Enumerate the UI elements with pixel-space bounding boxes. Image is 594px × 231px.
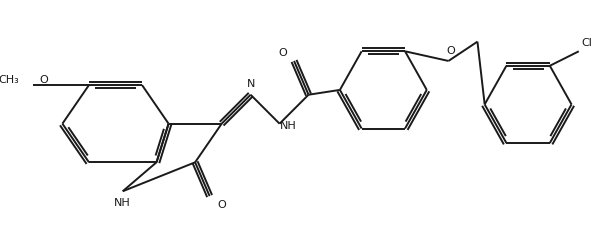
Text: O: O bbox=[39, 74, 48, 85]
Text: NH: NH bbox=[280, 120, 296, 130]
Text: O: O bbox=[447, 46, 455, 55]
Text: N: N bbox=[247, 79, 255, 89]
Text: CH₃: CH₃ bbox=[0, 74, 19, 85]
Text: Cl: Cl bbox=[581, 38, 592, 48]
Text: O: O bbox=[278, 48, 287, 58]
Text: NH: NH bbox=[115, 197, 131, 207]
Text: O: O bbox=[218, 200, 226, 210]
